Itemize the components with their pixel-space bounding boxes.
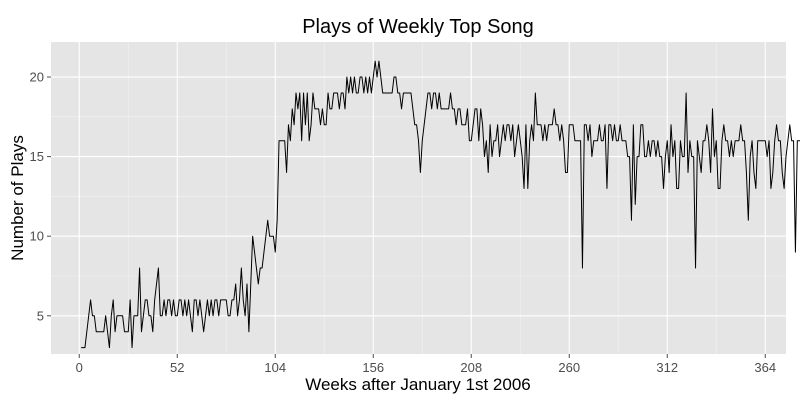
x-tick-label: 364 [754,360,776,375]
series-line-plays [81,60,800,349]
major-gridlines [51,42,786,354]
minor-gridlines [51,42,786,354]
x-axis-ticks: 0 52 104 156 208 260 312 364 [76,354,776,375]
y-tick-label: 15 [30,149,44,164]
chart-title: Plays of Weekly Top Song [302,16,534,38]
x-tick-label: 208 [460,360,482,375]
x-axis-title: Weeks after January 1st 2006 [305,375,531,394]
x-tick-label: 260 [558,360,580,375]
x-tick-label: 52 [170,360,184,375]
x-tick-label: 0 [76,360,83,375]
y-axis-title: Number of Plays [8,135,27,261]
y-tick-label: 10 [30,229,44,244]
y-axis-ticks: 5 10 15 20 [30,70,51,323]
x-tick-label: 312 [656,360,678,375]
y-tick-label: 20 [30,70,44,85]
x-tick-label: 104 [264,360,286,375]
plot-panel [51,42,786,354]
x-tick-label: 156 [362,360,384,375]
y-tick-label: 5 [37,308,44,323]
